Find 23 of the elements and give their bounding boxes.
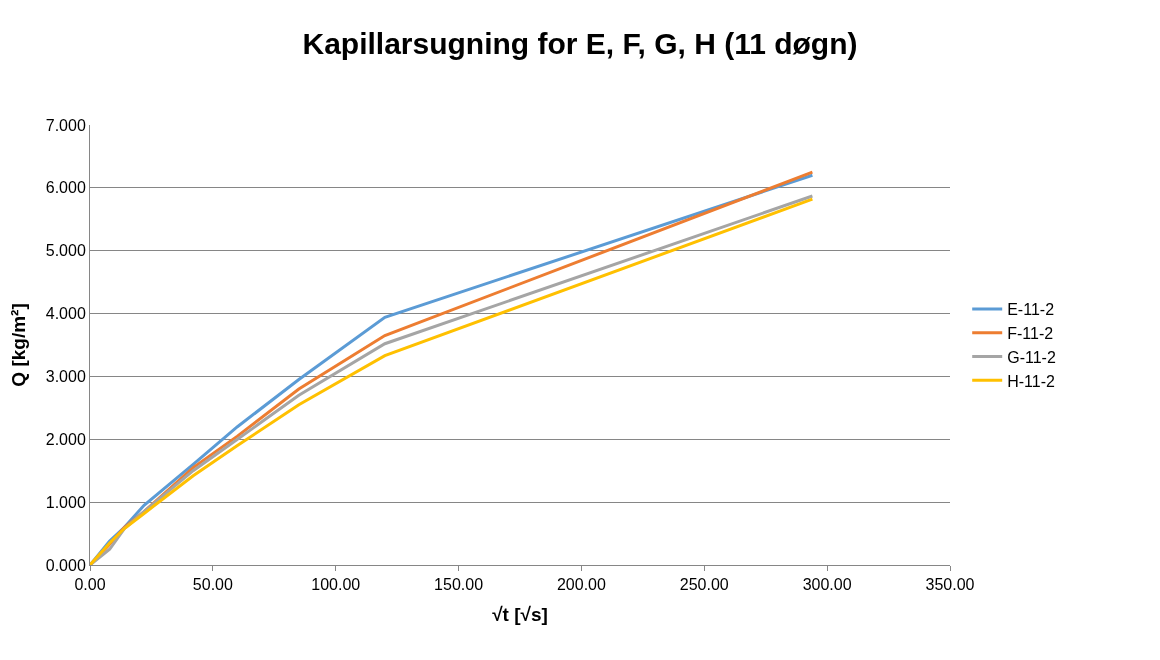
x-tick-label: 200.00 bbox=[556, 576, 606, 594]
y-tick-label: 6.000 bbox=[45, 179, 86, 197]
y-axis-title: Q [kg/m²] bbox=[7, 303, 29, 387]
y-tick-label: 0.000 bbox=[45, 556, 86, 574]
x-tick-label: 250.00 bbox=[679, 576, 729, 594]
x-tick-label: 100.00 bbox=[311, 576, 361, 594]
x-tick-label: 0.00 bbox=[74, 576, 106, 594]
y-tick-label: 4.000 bbox=[45, 305, 86, 323]
x-tick-label: 300.00 bbox=[802, 576, 852, 594]
x-axis-title: √t [√s] bbox=[492, 604, 548, 625]
y-tick-label: 5.000 bbox=[45, 242, 86, 260]
y-tick-label: 3.000 bbox=[45, 368, 86, 386]
legend-label: H-11-2 bbox=[1007, 372, 1056, 390]
y-tick-label: 7.000 bbox=[45, 116, 86, 134]
legend-label: F-11-2 bbox=[1007, 324, 1054, 342]
legend-label: G-11-2 bbox=[1007, 348, 1056, 366]
x-tick-label: 50.00 bbox=[192, 576, 233, 594]
legend-label: E-11-2 bbox=[1007, 301, 1055, 319]
x-tick-label: 150.00 bbox=[434, 576, 484, 594]
chart-title: Kapillarsugning for E, F, G, H (11 døgn) bbox=[302, 27, 858, 60]
x-tick-label: 350.00 bbox=[925, 576, 975, 594]
y-tick-label: 1.000 bbox=[45, 493, 86, 511]
y-tick-label: 2.000 bbox=[45, 430, 86, 448]
